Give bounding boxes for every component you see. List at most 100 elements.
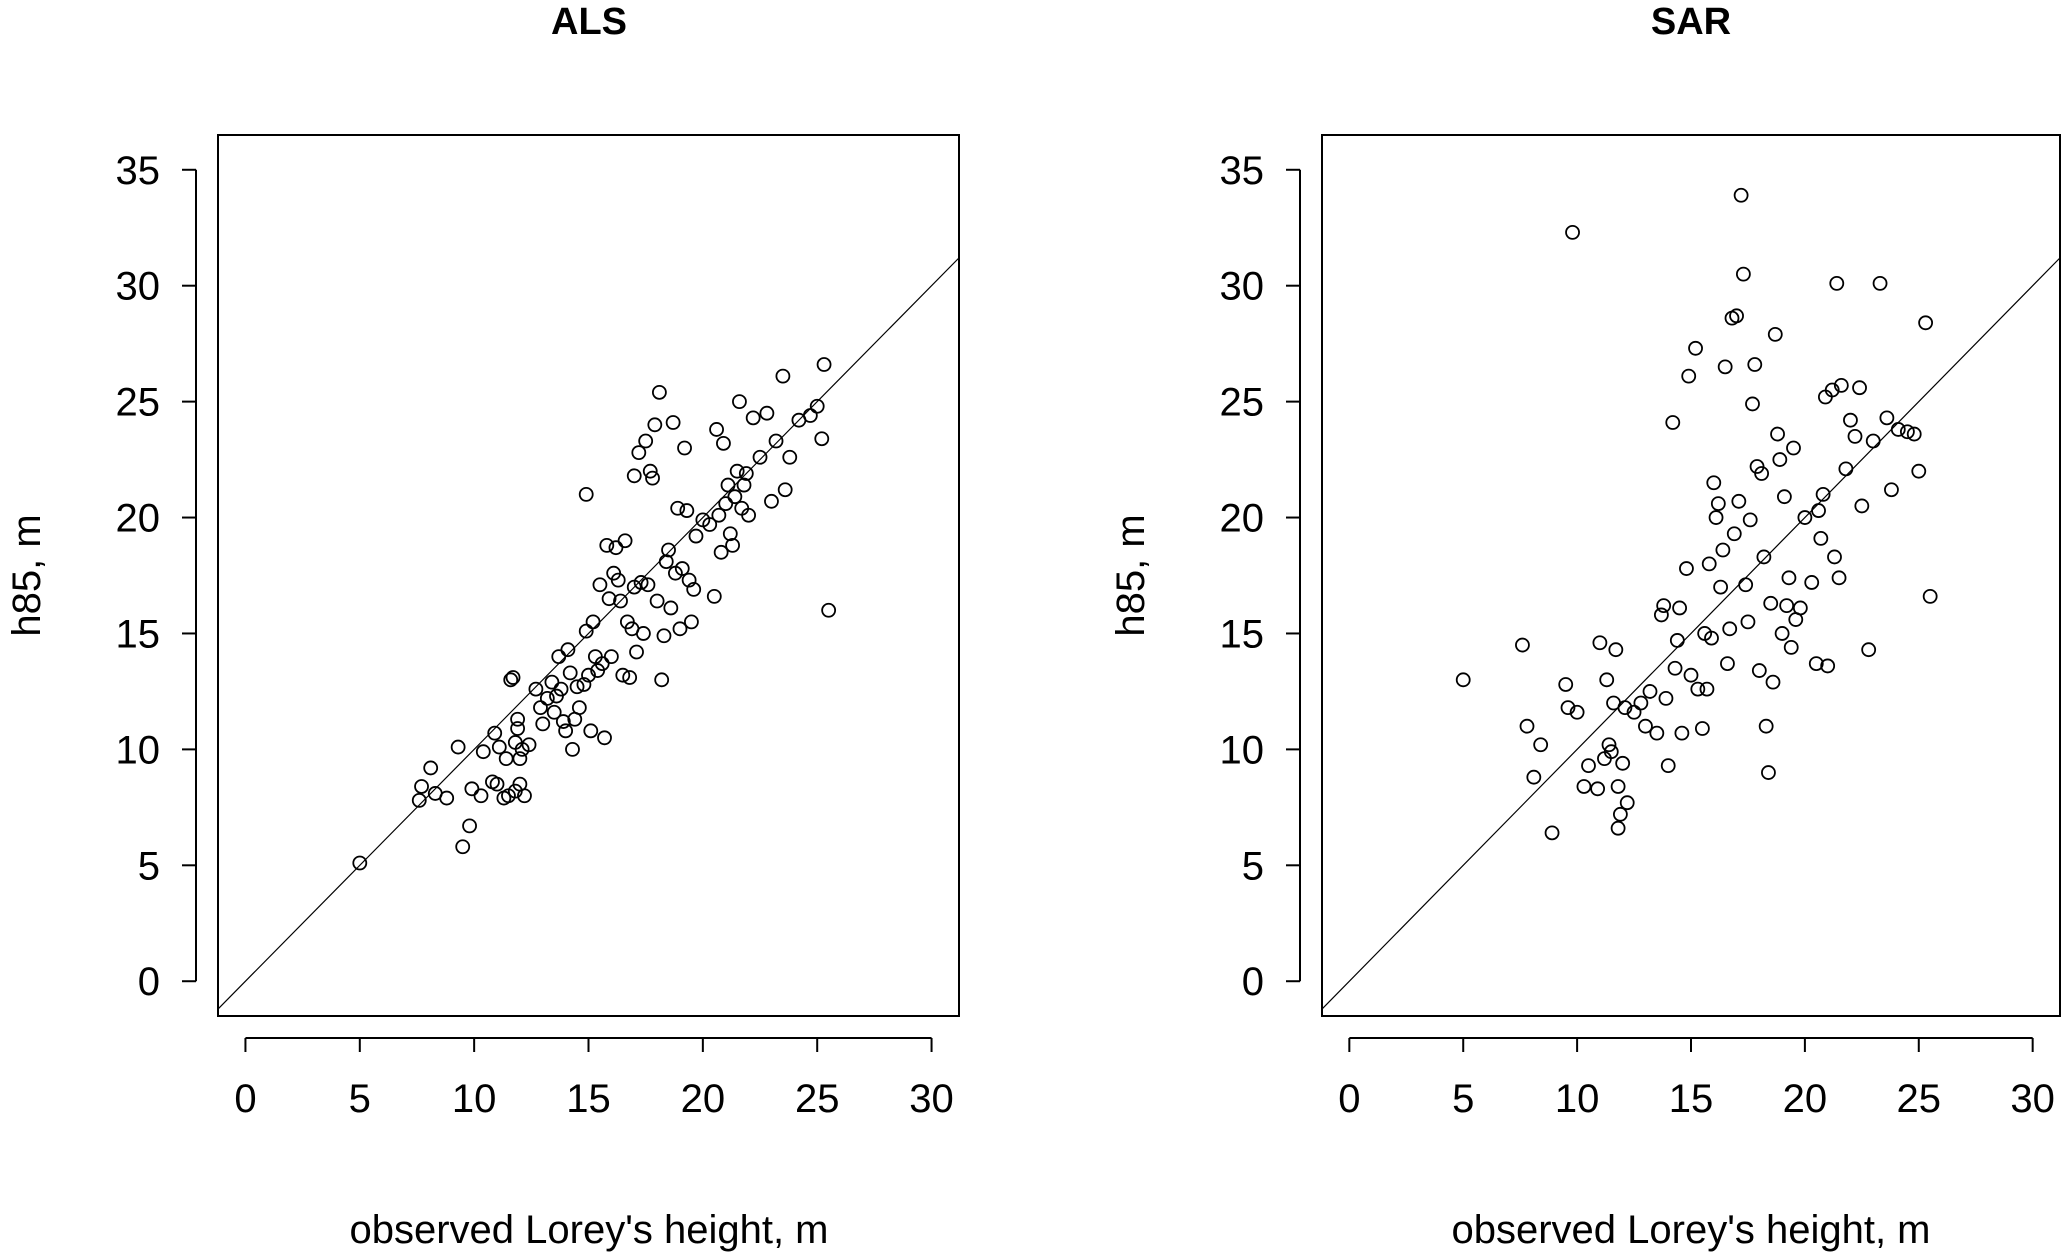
sar-data-point bbox=[1918, 315, 1934, 331]
sar-data-point bbox=[1610, 779, 1626, 794]
als-data-point bbox=[658, 554, 674, 569]
sar-data-point bbox=[1694, 721, 1710, 736]
als-data-point bbox=[599, 537, 615, 553]
als-data-point bbox=[642, 463, 658, 479]
sar-data-point bbox=[1865, 433, 1881, 449]
als-data-point bbox=[560, 642, 576, 658]
sar-data-point bbox=[1847, 428, 1863, 444]
sar-data-point bbox=[1617, 700, 1633, 716]
sar-data-point bbox=[1649, 725, 1665, 741]
sar-data-point bbox=[1601, 737, 1617, 753]
als-data-point bbox=[759, 405, 775, 421]
sar-data-point bbox=[1526, 769, 1542, 785]
sar-x-tick-label: 20 bbox=[1783, 1077, 1828, 1121]
als-data-point bbox=[565, 741, 580, 757]
sar-data-point bbox=[1560, 700, 1576, 716]
sar-data-point bbox=[1854, 498, 1870, 514]
als-data-point bbox=[352, 855, 368, 871]
sar-data-point bbox=[1726, 526, 1742, 542]
als-plot-frame bbox=[217, 134, 960, 1017]
als-data-point bbox=[720, 477, 736, 493]
sar-data-point bbox=[1761, 765, 1776, 780]
als-data-point bbox=[677, 440, 692, 456]
sar-data-point bbox=[1660, 758, 1676, 774]
sar-data-point bbox=[1656, 598, 1672, 614]
als-data-point bbox=[782, 449, 798, 465]
als-data-point bbox=[686, 582, 702, 597]
als-data-point bbox=[816, 357, 832, 372]
sar-data-point bbox=[1658, 690, 1674, 706]
sar-data-point bbox=[1792, 600, 1808, 616]
als-data-point bbox=[551, 649, 567, 665]
sar-data-point bbox=[1735, 266, 1751, 282]
sar-data-point bbox=[1811, 503, 1826, 518]
als-data-point bbox=[562, 665, 578, 681]
als-data-point bbox=[583, 723, 599, 739]
als-data-point bbox=[528, 681, 544, 697]
sar-data-point bbox=[1576, 779, 1592, 794]
sar-x-tick-label: 0 bbox=[1338, 1077, 1360, 1121]
als-data-point bbox=[688, 528, 704, 544]
sar-data-point bbox=[1767, 326, 1783, 342]
als-data-point bbox=[613, 593, 628, 609]
sar-data-point bbox=[1890, 422, 1906, 437]
als-data-point bbox=[729, 463, 745, 479]
als-data-point bbox=[674, 561, 690, 576]
als-data-point bbox=[585, 614, 601, 630]
als-data-point bbox=[738, 466, 754, 481]
sar-data-point bbox=[1729, 308, 1744, 324]
sar-data-point bbox=[1829, 275, 1845, 291]
sar-data-point bbox=[1779, 598, 1795, 614]
sar-data-point bbox=[1781, 570, 1797, 586]
als-data-point bbox=[578, 486, 594, 502]
sar-data-point bbox=[1738, 577, 1754, 593]
als-data-point bbox=[489, 776, 505, 792]
sar-data-point bbox=[1565, 224, 1580, 240]
als-data-point bbox=[633, 575, 649, 590]
als-data-point bbox=[503, 672, 519, 688]
sar-data-point bbox=[1763, 595, 1779, 611]
als-data-point bbox=[512, 751, 528, 767]
als-data-point bbox=[535, 716, 551, 732]
als-data-point bbox=[684, 614, 699, 630]
als-data-point bbox=[681, 572, 697, 588]
als-y-tick-label: 0 bbox=[138, 960, 160, 1004]
sar-data-point bbox=[1713, 579, 1729, 595]
sar-data-point bbox=[1610, 820, 1626, 836]
sar-y-tick-label: 0 bbox=[1242, 960, 1264, 1004]
sar-data-point bbox=[1804, 575, 1820, 590]
als-data-point bbox=[679, 503, 695, 518]
sar-data-point bbox=[1758, 718, 1774, 734]
sar-data-point bbox=[1704, 630, 1719, 646]
als-y-tick-label: 20 bbox=[116, 497, 161, 541]
sar-data-point bbox=[1699, 681, 1715, 697]
als-y-tick-label: 25 bbox=[116, 381, 161, 425]
sar-title: SAR bbox=[1651, 1, 1731, 43]
sar-data-point bbox=[1638, 718, 1653, 734]
sar-data-point bbox=[1701, 556, 1717, 572]
sar-data-point bbox=[1783, 639, 1799, 655]
sar-data-point bbox=[1669, 633, 1685, 648]
sar-data-point bbox=[1653, 607, 1669, 623]
als-data-point bbox=[626, 468, 642, 484]
sar-data-point bbox=[1824, 382, 1840, 398]
sar-x-tick-label: 15 bbox=[1669, 1077, 1714, 1121]
sar-data-point bbox=[1774, 626, 1790, 641]
sar-data-point bbox=[1615, 755, 1631, 771]
sar-data-point bbox=[1797, 510, 1813, 525]
sar-data-point bbox=[1756, 549, 1772, 565]
als-data-point bbox=[663, 600, 679, 616]
als-data-point bbox=[473, 788, 489, 804]
sar-x-axis-label: observed Lorey's height, m bbox=[1451, 1208, 1930, 1252]
sar-data-point bbox=[1884, 482, 1899, 498]
sar-data-point bbox=[1911, 463, 1927, 479]
als-data-point bbox=[732, 394, 747, 410]
als-data-point bbox=[571, 700, 587, 716]
als-data-point bbox=[702, 517, 718, 532]
als-data-point bbox=[603, 649, 619, 665]
als-data-point bbox=[510, 711, 526, 727]
sar-data-point bbox=[1754, 466, 1770, 481]
als-data-point bbox=[777, 482, 793, 498]
als-data-point bbox=[553, 681, 569, 697]
als-data-point bbox=[711, 507, 727, 523]
